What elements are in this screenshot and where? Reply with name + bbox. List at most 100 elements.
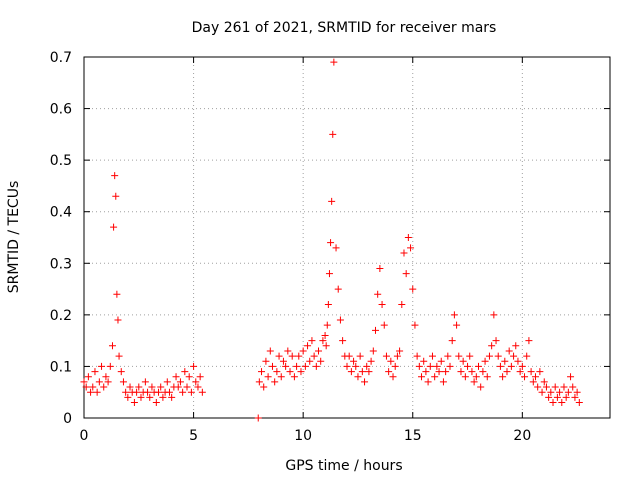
data-point [255,378,263,386]
data-point [301,362,309,370]
data-point [159,393,167,401]
data-point [437,357,445,365]
plot-frame [83,56,611,419]
data-point [137,393,145,401]
data-point [284,347,292,355]
x-tick-label: 20 [513,428,531,444]
data-point [507,362,515,370]
data-point [172,373,180,381]
data-point [273,368,281,376]
data-point [295,352,303,360]
data-point [122,388,130,396]
data-point [334,285,342,293]
data-point [571,393,579,401]
data-point [461,373,469,381]
data-point [91,368,99,376]
y-tick-label: 0.4 [50,205,72,221]
data-point [433,362,441,370]
data-point [510,352,518,360]
data-point [80,378,88,386]
data-point [262,357,270,365]
data-point [327,239,335,247]
data-point [332,244,340,252]
data-point [402,270,410,278]
data-point [525,337,533,345]
data-point [324,301,332,309]
y-tick-label: 0.6 [50,102,72,118]
data-point [343,362,351,370]
data-point [304,342,312,350]
data-point [310,352,318,360]
data-point [488,342,496,350]
data-point [111,172,119,180]
data-point [100,383,108,391]
data-point [144,388,152,396]
data-point [536,368,544,376]
data-point [459,357,467,365]
y-axis-label: SRMTID / TECUs [6,181,22,294]
data-point [376,264,384,272]
data-point [106,362,114,370]
data-point [102,373,110,381]
y-tick-label: 0.7 [50,50,72,66]
data-point [374,290,382,298]
data-point [409,285,417,293]
data-point [575,399,583,407]
data-point [442,368,450,376]
data-point [371,326,379,334]
data-point [113,290,121,298]
data-point [455,352,463,360]
data-point [477,383,485,391]
data-point [124,393,132,401]
data-point [496,362,504,370]
data-point [157,383,165,391]
data-point [464,362,472,370]
data-point [387,357,395,365]
data-point [290,373,298,381]
data-point [431,373,439,381]
data-point [494,352,502,360]
data-point [380,321,388,329]
data-point [435,368,443,376]
data-point [420,357,428,365]
data-point [345,352,353,360]
data-point [422,368,430,376]
data-point [323,321,331,329]
data-point [115,352,123,360]
data-point [562,393,570,401]
data-point [288,352,296,360]
data-point [282,362,290,370]
data-point [521,373,529,381]
data-point [389,373,397,381]
data-point [315,347,323,355]
y-tick-label: 0.5 [50,153,72,169]
data-point [98,362,106,370]
data-point [553,393,561,401]
data-point [516,368,524,376]
data-point [325,270,333,278]
data-point [470,378,478,386]
data-point [317,357,325,365]
data-point [104,378,112,386]
data-point [260,383,268,391]
data-point [352,362,360,370]
data-point [398,301,406,309]
data-point [549,399,557,407]
data-point [119,378,127,386]
data-point [492,337,500,345]
data-point [556,388,564,396]
data-point [428,352,436,360]
data-point [89,383,97,391]
data-point [369,347,377,355]
data-point [407,244,415,252]
data-point [258,368,266,376]
data-point [393,352,401,360]
data-point [114,316,122,324]
data-point [472,373,480,381]
data-point [155,388,163,396]
data-point [330,58,338,66]
data-point [531,373,539,381]
data-point [439,378,447,386]
data-point [514,357,522,365]
